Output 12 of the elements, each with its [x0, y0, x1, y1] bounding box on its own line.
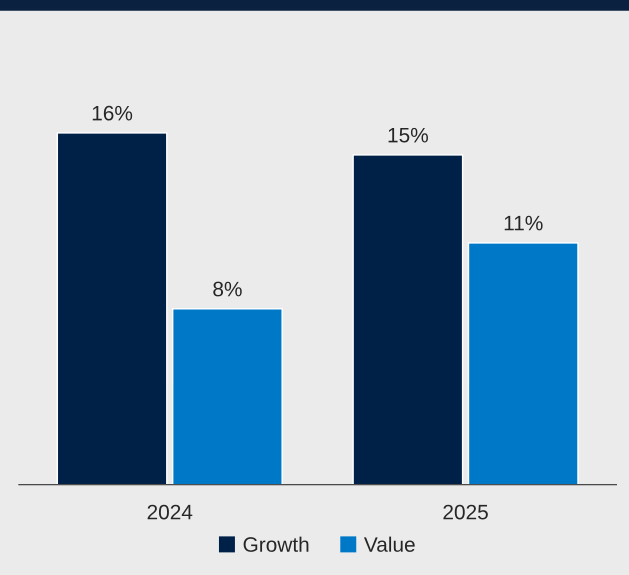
- data-label: 8%: [213, 282, 242, 296]
- bar: [172, 308, 283, 485]
- x-tick-label: 2024: [148, 504, 192, 520]
- bar: [352, 154, 464, 485]
- data-label: 11%: [504, 216, 543, 230]
- x-tick-label: 2025: [443, 504, 488, 520]
- legend-label: Growth: [244, 536, 308, 552]
- bar: [56, 132, 168, 485]
- data-label: 15%: [388, 128, 428, 143]
- legend-label: Value: [364, 536, 415, 552]
- bar: [468, 242, 579, 485]
- data-label: 16%: [92, 106, 132, 121]
